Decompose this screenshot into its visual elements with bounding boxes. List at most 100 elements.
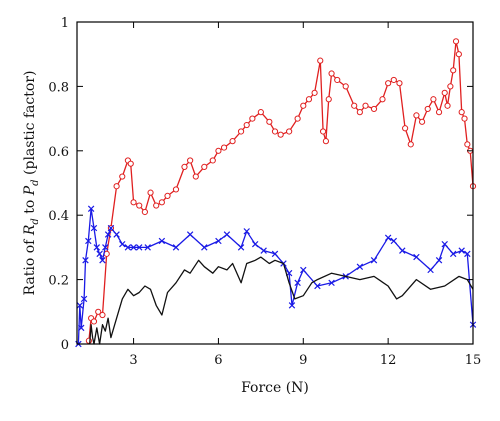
data-point <box>464 141 471 148</box>
data-point <box>458 109 465 116</box>
data-point <box>271 250 279 258</box>
data-point <box>427 266 434 274</box>
data-point <box>99 311 106 319</box>
data-point <box>87 205 95 212</box>
data-point <box>95 308 102 315</box>
data-point <box>181 163 188 170</box>
data-point <box>153 202 160 209</box>
data-point <box>107 224 115 232</box>
series-layer <box>75 38 477 348</box>
data-point <box>220 144 228 151</box>
y-tick-label: 0.4 <box>48 209 69 224</box>
data-point <box>362 102 369 109</box>
data-point <box>384 234 392 241</box>
data-point <box>90 318 98 325</box>
data-point <box>370 105 378 113</box>
data-point <box>243 228 250 235</box>
data-point <box>147 189 154 196</box>
data-point <box>85 237 92 245</box>
data-point <box>455 51 462 58</box>
data-point <box>424 105 431 113</box>
data-point <box>172 244 180 251</box>
data-point <box>300 102 307 109</box>
x-tick-label: 15 <box>465 353 482 368</box>
data-point <box>288 302 296 309</box>
data-point <box>342 83 349 90</box>
data-point <box>449 250 457 258</box>
data-point <box>390 237 398 245</box>
data-point <box>435 109 443 116</box>
data-point <box>223 231 231 238</box>
data-point <box>215 147 222 154</box>
data-point <box>450 67 457 74</box>
data-point <box>286 128 293 135</box>
data-point <box>351 102 358 109</box>
series-line <box>77 208 474 345</box>
data-point <box>314 282 321 290</box>
data-point <box>390 76 397 84</box>
data-point <box>328 70 335 77</box>
data-point <box>325 96 332 103</box>
data-point <box>407 141 414 148</box>
y-axis-label: Ratio of Rd to Pd (plastic factor) <box>22 71 41 296</box>
data-point <box>82 257 89 264</box>
data-point <box>317 57 324 64</box>
data-point <box>464 250 471 258</box>
series-line <box>89 256 474 345</box>
data-point <box>441 89 448 96</box>
data-point <box>266 118 273 125</box>
y-tick-label: 0 <box>61 338 69 353</box>
data-point <box>294 115 301 122</box>
data-point <box>413 112 420 119</box>
plot-frame <box>76 21 474 345</box>
data-point <box>243 121 250 129</box>
x-tick-label: 12 <box>380 353 397 368</box>
data-point <box>201 163 208 170</box>
data-point <box>334 76 341 84</box>
data-point <box>370 257 378 264</box>
data-point <box>249 115 256 122</box>
data-point <box>102 244 109 251</box>
data-point <box>90 224 98 232</box>
data-point <box>144 244 151 251</box>
data-point <box>164 192 171 199</box>
series-0 <box>85 38 477 344</box>
x-tick-label: 9 <box>299 353 307 368</box>
data-point <box>447 83 454 90</box>
data-point <box>260 247 267 254</box>
data-point <box>136 244 143 251</box>
data-point <box>201 244 208 251</box>
data-point <box>237 244 245 251</box>
data-point <box>418 118 426 125</box>
data-point <box>113 231 120 238</box>
axis-layer: 3 6 9 12 15 0 0.2 0.4 0.6 0.8 1 <box>48 16 481 368</box>
data-point <box>78 324 85 332</box>
data-point <box>76 302 84 309</box>
data-point <box>305 96 313 103</box>
data-point <box>187 157 194 164</box>
x-tick-label: 3 <box>129 353 137 368</box>
data-point <box>413 253 420 261</box>
data-point <box>237 128 245 135</box>
data-point <box>444 102 451 109</box>
data-point <box>209 157 216 164</box>
data-point <box>441 240 448 248</box>
data-point <box>402 125 409 132</box>
y-tick-label: 0.2 <box>48 274 69 289</box>
data-point <box>130 199 137 206</box>
data-point <box>379 96 386 103</box>
y-tick-label: 0.8 <box>48 80 69 95</box>
data-point <box>192 173 199 180</box>
data-point <box>452 38 460 45</box>
data-point <box>294 279 301 287</box>
data-point <box>99 257 106 264</box>
data-point <box>322 138 330 145</box>
y-tick-label: 1 <box>61 16 69 31</box>
data-point <box>141 208 148 216</box>
data-point <box>127 160 134 167</box>
data-point <box>435 257 443 264</box>
data-point <box>356 263 364 270</box>
data-point <box>311 89 318 96</box>
